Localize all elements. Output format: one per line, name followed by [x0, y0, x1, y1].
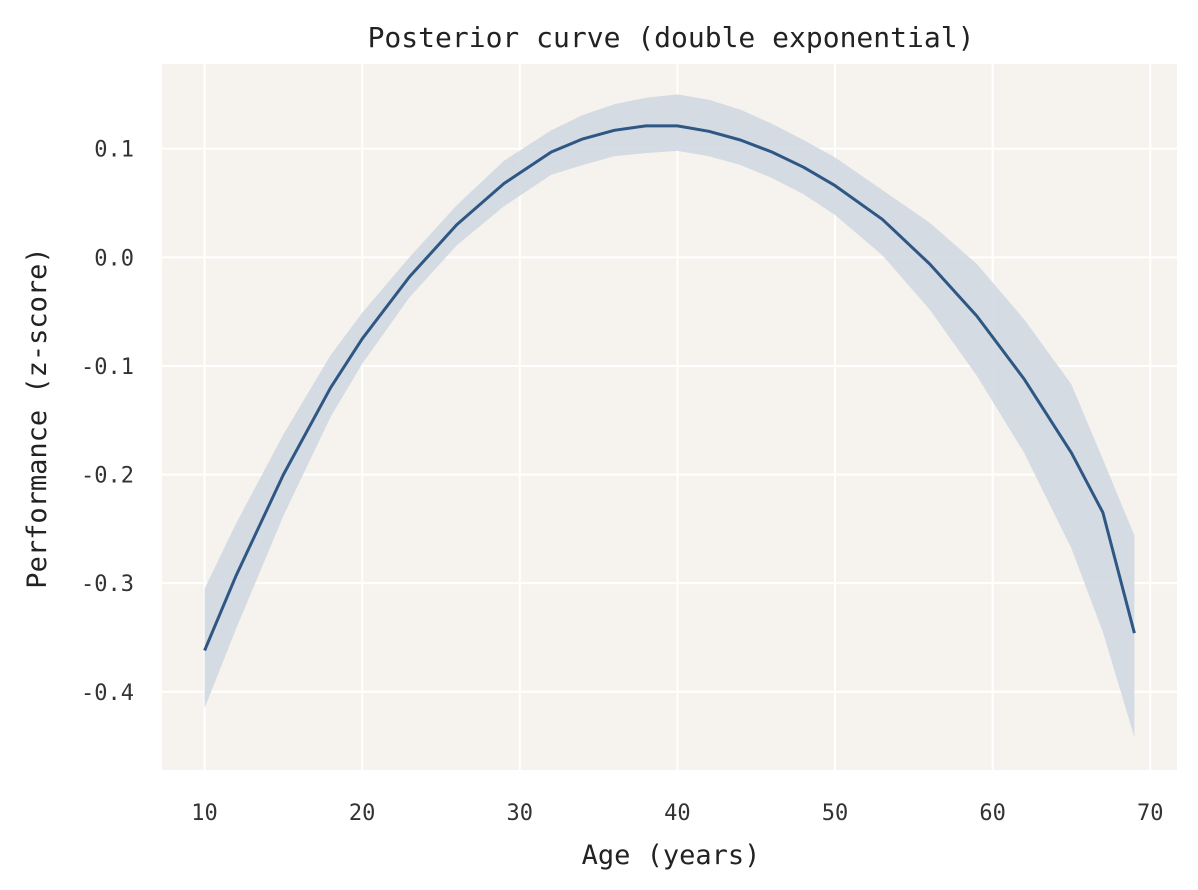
chart-title: Posterior curve (double exponential): [368, 21, 975, 54]
y-tick-label: -0.4: [81, 681, 134, 706]
y-tick-label: -0.2: [81, 464, 134, 489]
x-tick-label: 10: [191, 801, 218, 826]
y-axis-ticks: -0.4 -0.3 -0.2 -0.1 0.0 0.1: [81, 138, 134, 706]
x-axis-ticks: 10 20 30 40 50 60 70: [191, 801, 1163, 826]
x-tick-label: 40: [664, 801, 691, 826]
y-tick-label: -0.1: [81, 355, 134, 380]
y-axis-label: Performance (z-score): [22, 247, 53, 588]
y-tick-label: 0.1: [94, 138, 134, 163]
x-tick-label: 20: [349, 801, 376, 826]
credible-band: [204, 94, 1135, 738]
x-axis-label: Age (years): [582, 840, 761, 871]
y-tick-label: -0.3: [81, 572, 134, 597]
x-tick-label: 50: [822, 801, 849, 826]
posterior-mean-line: [203, 124, 1136, 652]
x-tick-label: 70: [1137, 801, 1164, 826]
y-tick-label: 0.0: [94, 246, 134, 271]
x-tick-label: 30: [507, 801, 534, 826]
x-tick-label: 60: [979, 801, 1006, 826]
